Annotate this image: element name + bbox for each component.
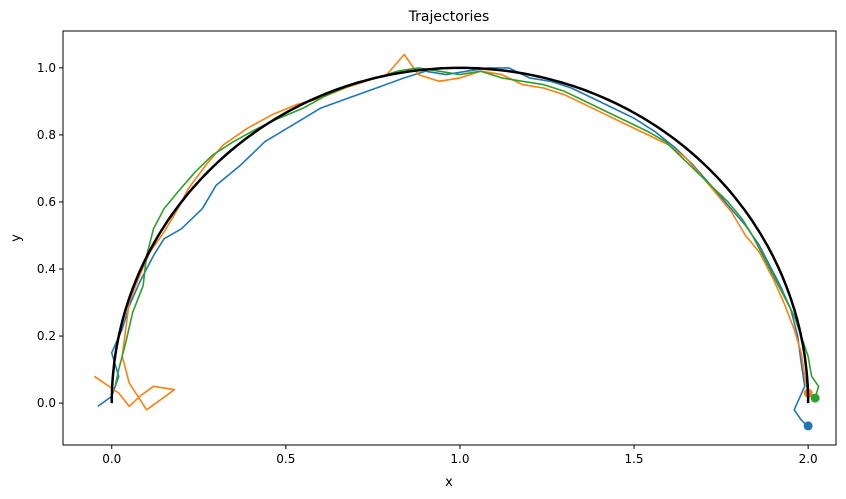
trajectory-line-1 — [97, 67, 809, 428]
x-tick-label: 1.0 — [450, 452, 469, 466]
end-marker-1 — [803, 421, 813, 431]
y-tick-label: 0.4 — [37, 262, 56, 276]
trajectory-line-2 — [93, 53, 809, 411]
x-axis-ticks: 0.0 0.5 1.0 1.5 2.0 — [102, 445, 818, 466]
x-tick-label: 0.5 — [276, 452, 295, 466]
y-tick-label: 0.0 — [37, 396, 56, 410]
y-tick-label: 0.2 — [37, 329, 56, 343]
y-tick-label: 1.0 — [37, 61, 56, 75]
reference-semicircle — [110, 66, 810, 404]
x-axis-label: x — [445, 475, 453, 490]
series-layer — [93, 53, 820, 428]
x-tick-label: 2.0 — [799, 452, 818, 466]
end-marker-3 — [810, 393, 820, 403]
marker-layer — [803, 388, 820, 431]
plot-frame — [62, 30, 837, 446]
trajectory-line-3 — [114, 67, 820, 399]
y-axis-ticks: 0.0 0.2 0.4 0.6 0.8 1.0 — [37, 61, 63, 410]
chart-title: Trajectories — [408, 9, 490, 25]
x-tick-label: 1.5 — [624, 452, 643, 466]
y-tick-label: 0.8 — [37, 128, 56, 142]
y-tick-label: 0.6 — [37, 195, 56, 209]
x-tick-label: 0.0 — [102, 452, 121, 466]
y-axis-label: y — [9, 234, 24, 242]
